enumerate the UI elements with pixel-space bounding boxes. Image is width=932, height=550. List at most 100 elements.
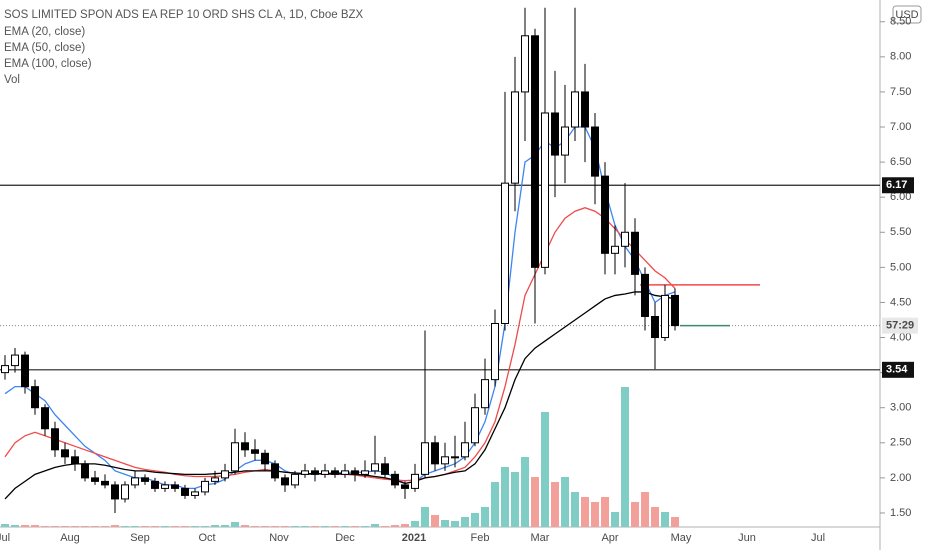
legend-entry[interactable]: EMA (20, close) <box>4 26 85 38</box>
y-tick-label: 8.00 <box>890 51 911 63</box>
volume-bar <box>641 492 649 527</box>
candle-body <box>381 463 389 475</box>
candle-body <box>631 231 639 275</box>
candle-body <box>551 112 559 156</box>
candle-body <box>251 449 259 454</box>
y-tick-label: 7.50 <box>890 86 911 98</box>
volume-bar <box>381 526 389 527</box>
volume-bar <box>301 526 309 527</box>
volume-bar <box>231 522 239 527</box>
volume-bar <box>111 525 119 527</box>
candle-body <box>121 484 129 500</box>
volume-bar <box>581 497 589 527</box>
candle-body <box>11 354 19 367</box>
x-tick-label: Aug <box>60 532 80 544</box>
volume-bar <box>491 482 499 527</box>
volume-bar <box>261 526 269 527</box>
countdown-box <box>882 317 918 334</box>
currency-box[interactable] <box>892 5 922 24</box>
candle-body <box>511 91 519 184</box>
volume-bar <box>561 477 569 527</box>
volume-bar <box>351 526 359 527</box>
y-tick-label: 4.00 <box>890 331 911 343</box>
volume-bar <box>411 521 419 527</box>
volume-bar <box>391 525 399 527</box>
volume-bar <box>211 525 219 527</box>
candle-body <box>451 456 459 459</box>
candle-body <box>391 473 399 486</box>
currency[interactable]: USD <box>895 9 918 21</box>
volume-bar <box>661 512 669 527</box>
volume-bar <box>501 467 509 527</box>
candle-body <box>591 126 599 177</box>
volume-bar <box>221 525 229 527</box>
volume-bar <box>281 526 289 527</box>
x-tick-label: Jun <box>738 532 756 544</box>
candle-body <box>471 407 479 444</box>
price-label: 6.17 <box>886 179 907 191</box>
y-tick-label: 2.00 <box>890 472 911 484</box>
volume-bar <box>241 525 249 527</box>
candle-body <box>321 470 329 475</box>
x-tick-label: Nov <box>269 532 289 544</box>
volume-bar <box>191 526 199 527</box>
volume-bar <box>171 526 179 527</box>
y-tick-label: 6.00 <box>890 191 911 203</box>
price-label: 3.54 <box>886 364 908 376</box>
legend-entry[interactable]: Vol <box>4 74 20 86</box>
candle-body <box>651 315 659 339</box>
candle-body <box>31 386 39 409</box>
candle-body <box>561 126 569 156</box>
candle-body <box>641 273 649 317</box>
y-tick-label: 8.50 <box>890 16 911 28</box>
candle-body <box>341 470 349 475</box>
volume-bar <box>311 526 319 527</box>
volume-bar <box>451 521 459 527</box>
volume-bar <box>51 526 59 527</box>
y-tick-label: 3.00 <box>890 402 911 414</box>
candle-body <box>331 470 339 475</box>
candle-body <box>261 452 269 465</box>
legend-entry[interactable]: EMA (100, close) <box>4 58 92 70</box>
x-tick-label: Sep <box>130 532 150 544</box>
volume-bar <box>431 515 439 527</box>
candle-body <box>51 428 59 451</box>
volume-bar <box>471 513 479 527</box>
x-tick-label: 2021 <box>402 532 426 544</box>
candle-body <box>531 35 539 268</box>
candle-body <box>201 480 209 493</box>
x-tick-label: Oct <box>198 532 215 544</box>
volume-bar <box>161 526 169 527</box>
candle-body <box>1 365 9 374</box>
candle-body <box>421 442 429 475</box>
plot <box>0 7 885 527</box>
candle-body <box>671 294 679 327</box>
candle-body <box>281 477 289 486</box>
x-tick-label: Apr <box>601 532 618 544</box>
volume-bar <box>61 526 69 527</box>
volume-bar <box>541 412 549 527</box>
candle-body <box>501 182 509 324</box>
x-tick-label: Mar <box>531 532 550 544</box>
candle-body <box>221 470 229 479</box>
volume-bar <box>571 492 579 527</box>
candle-body <box>231 442 239 472</box>
candle-body <box>91 477 99 482</box>
volume-bar <box>361 526 369 527</box>
volume-bar <box>481 507 489 527</box>
candle-body <box>411 473 419 489</box>
volume-bar <box>201 526 209 527</box>
candle-body <box>271 463 279 479</box>
candle-body <box>21 354 29 388</box>
volume-bar <box>131 526 139 527</box>
candle-body <box>541 112 549 268</box>
volume-bar <box>591 502 599 527</box>
candle-body <box>61 449 69 458</box>
candle-body <box>311 470 319 475</box>
volume-bar <box>81 526 89 527</box>
candle-body <box>481 379 489 409</box>
volume-bar <box>31 525 39 527</box>
legend-entry[interactable]: EMA (50, close) <box>4 42 85 54</box>
